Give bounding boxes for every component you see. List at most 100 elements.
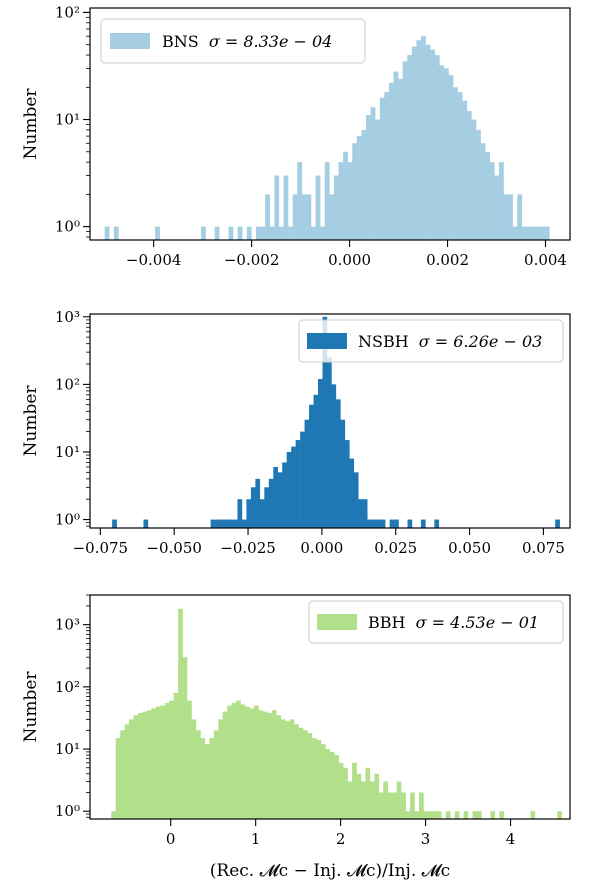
svg-text:BNS σ = 8.33e − 04: BNS σ = 8.33e − 04 bbox=[162, 32, 332, 51]
bbh-bar bbox=[401, 792, 406, 819]
bbh-xtick-label: 3 bbox=[421, 830, 431, 848]
nsbh-bar bbox=[344, 440, 350, 528]
bbh-bar bbox=[347, 781, 353, 819]
bbh-bar bbox=[271, 710, 277, 819]
bbh-bar bbox=[410, 792, 415, 819]
nsbh-bar bbox=[255, 478, 261, 528]
bns-bar bbox=[292, 194, 298, 240]
bns-bar bbox=[228, 226, 234, 240]
bbh-bar bbox=[258, 710, 264, 819]
bbh-bar bbox=[432, 811, 438, 819]
bbh-bar bbox=[472, 811, 478, 819]
bbh-bar bbox=[173, 692, 179, 819]
bns-bar bbox=[265, 194, 270, 240]
nsbh-legend-swatch bbox=[307, 333, 347, 349]
bbh-histogram-panel: Number 0 1 2 3 4 10⁰ 10¹ 10² 10³ BBH σ = 4.53e −… bbox=[21, 594, 571, 881]
bns-ytick-label: 10¹ bbox=[55, 111, 80, 129]
nsbh-bar bbox=[394, 519, 399, 528]
svg-text:NSBH σ = 6.26e − 03: NSBH σ = 6.26e − 03 bbox=[358, 332, 542, 351]
bns-bar bbox=[352, 143, 358, 240]
bns-bar bbox=[274, 175, 280, 240]
bbh-bar bbox=[164, 703, 170, 819]
nsbh-bar bbox=[237, 499, 243, 528]
bbh-bar bbox=[405, 811, 411, 819]
bns-bar bbox=[301, 194, 307, 240]
bns-xtick-label: 0.000 bbox=[328, 251, 371, 269]
bbh-bar bbox=[146, 710, 152, 819]
bbh-bar bbox=[267, 712, 273, 819]
nsbh-bar bbox=[304, 419, 310, 528]
bns-legend: BNS σ = 8.33e − 04 bbox=[100, 18, 366, 64]
bns-bar bbox=[526, 226, 532, 240]
bbh-bar bbox=[276, 715, 281, 819]
bns-legend-sigma: σ = 8.33e − 04 bbox=[209, 32, 333, 51]
bbh-bar bbox=[289, 719, 295, 819]
bbh-bar bbox=[414, 811, 420, 819]
nsbh-bar bbox=[358, 499, 364, 528]
bbh-bar bbox=[454, 811, 460, 819]
nsbh-bar bbox=[389, 519, 395, 528]
svg-text:BBH σ = 4.53e − 01: BBH σ = 4.53e − 01 bbox=[368, 613, 539, 632]
bbh-bar bbox=[222, 711, 228, 819]
bns-bar bbox=[200, 226, 206, 240]
bns-bar bbox=[476, 129, 481, 240]
bbh-xlabel: (Rec. 𝓜c − Inj. 𝓜c)/Inj. 𝓜c bbox=[210, 861, 450, 881]
bbh-bar bbox=[253, 705, 259, 819]
bns-bar bbox=[311, 226, 316, 240]
bbh-bar bbox=[298, 727, 304, 819]
bbh-bar bbox=[365, 767, 371, 819]
nsbh-bar bbox=[264, 487, 270, 528]
bbh-axes: 0 1 2 3 4 10⁰ 10¹ 10² 10³ bbox=[55, 594, 515, 848]
bbh-bar bbox=[262, 711, 268, 819]
bbh-bar bbox=[111, 811, 116, 819]
nsbh-bar bbox=[250, 487, 256, 528]
nsbh-bar bbox=[555, 519, 560, 528]
bns-bar bbox=[356, 136, 362, 240]
bbh-bar bbox=[423, 811, 429, 819]
nsbh-bar bbox=[112, 519, 117, 528]
bbh-xtick-label: 0 bbox=[166, 830, 176, 848]
bbh-legend-sigma: σ = 4.53e − 01 bbox=[416, 613, 540, 632]
bns-bar bbox=[480, 143, 486, 240]
bbh-bar bbox=[338, 762, 344, 819]
bns-bar bbox=[466, 111, 472, 240]
bbh-bar bbox=[374, 773, 380, 819]
nsbh-bar bbox=[219, 519, 225, 528]
nsbh-axes-frame bbox=[89, 313, 571, 529]
bns-xtick-label: 0.002 bbox=[426, 251, 469, 269]
bns-bar bbox=[297, 162, 303, 240]
bns-bar bbox=[329, 194, 335, 240]
nsbh-bar bbox=[215, 519, 220, 528]
bbh-ytick-label: 10⁰ bbox=[55, 802, 80, 820]
bbh-bar bbox=[361, 781, 366, 819]
nsbh-legend-box bbox=[298, 319, 564, 363]
bbh-ytick-label: 10² bbox=[55, 678, 80, 696]
bns-bar bbox=[366, 115, 371, 240]
bns-bar bbox=[531, 226, 536, 240]
bns-bar bbox=[489, 162, 495, 240]
bbh-bar bbox=[120, 730, 125, 819]
bns-bar bbox=[544, 226, 550, 240]
bns-bar bbox=[535, 226, 541, 240]
bbh-bar bbox=[383, 781, 389, 819]
nsbh-legend: NSBH σ = 6.26e − 03 bbox=[298, 319, 564, 363]
bns-bar bbox=[443, 68, 449, 241]
bbh-legend-label: BBH bbox=[368, 613, 406, 632]
bns-bar bbox=[453, 87, 458, 240]
nsbh-bar bbox=[380, 519, 386, 528]
bbh-bar bbox=[352, 762, 357, 819]
bns-bar bbox=[283, 175, 289, 240]
bbh-bar bbox=[245, 706, 250, 819]
bns-bar bbox=[214, 226, 220, 240]
nsbh-bar bbox=[340, 419, 346, 528]
nsbh-xtick-label: 0.050 bbox=[448, 539, 491, 557]
nsbh-ytick-label: 10⁰ bbox=[55, 511, 80, 529]
bbh-bar bbox=[476, 811, 482, 819]
nsbh-ytick-label: 10² bbox=[55, 375, 80, 393]
bns-bar bbox=[471, 119, 477, 240]
bns-bar bbox=[324, 162, 330, 240]
nsbh-bar bbox=[273, 466, 278, 528]
bbh-bar bbox=[231, 703, 237, 819]
nsbh-bar bbox=[232, 519, 238, 528]
